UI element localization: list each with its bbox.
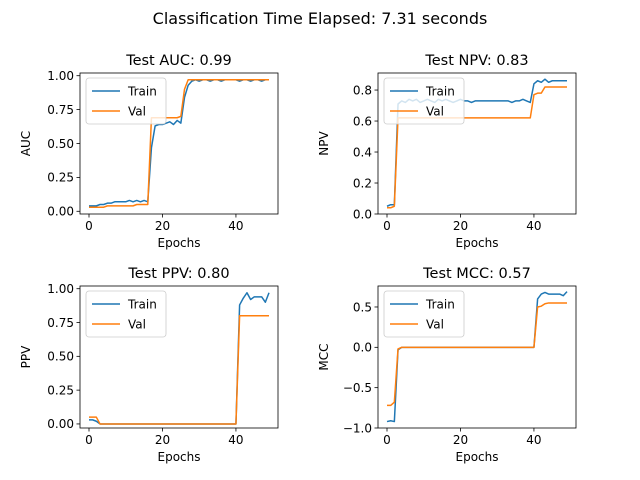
subplot-title-npv: Test NPV: 0.83 — [424, 53, 528, 69]
legend-box-auc — [85, 77, 167, 125]
y-tick-label-mcc: −1.0 — [343, 421, 372, 435]
x-tick-label-npv: 20 — [453, 219, 468, 233]
axes-frame-ppv — [79, 285, 279, 429]
legend-box-npv — [383, 77, 465, 125]
x-axis-label-mcc: Epochs — [456, 450, 499, 464]
y-tick-label-auc: 0.00 — [47, 205, 74, 219]
legend-label-train-ppv: Train — [127, 298, 157, 312]
x-tick-label-auc: 40 — [228, 219, 243, 233]
y-tick-label-auc: 0.50 — [47, 137, 74, 151]
subplot-title-mcc: Test MCC: 0.57 — [422, 266, 531, 282]
y-tick-label-ppv: 0.50 — [47, 350, 74, 364]
series-line-train-auc — [89, 79, 269, 207]
x-axis-label-ppv: Epochs — [158, 450, 201, 464]
legend-label-train-auc: Train — [127, 85, 157, 99]
y-tick-label-npv: 0.4 — [353, 145, 372, 159]
x-tick-label-auc: 0 — [85, 219, 93, 233]
y-tick-label-npv: 0.6 — [353, 114, 372, 128]
x-tick-label-mcc: 20 — [453, 433, 468, 447]
x-axis-label-auc: Epochs — [158, 236, 201, 250]
axes-frame-npv — [377, 72, 577, 215]
subplot-title-auc: Test AUC: 0.99 — [125, 53, 232, 69]
y-axis-label-ppv: PPV — [19, 345, 33, 368]
x-tick-label-npv: 40 — [526, 219, 541, 233]
x-tick-label-auc: 20 — [155, 219, 170, 233]
subplot-auc: 0 20 40 0.00 0.25 0.50 0.75 1.00 Test AUC: 0.99 E… — [19, 53, 279, 250]
legend-label-val-ppv: Val — [128, 318, 146, 332]
axes-frame-mcc — [377, 285, 577, 429]
y-axis-label-auc: AUC — [19, 131, 33, 156]
legend-label-val-mcc: Val — [426, 318, 444, 332]
y-tick-label-npv: 0.2 — [353, 176, 372, 190]
x-tick-label-mcc: 0 — [383, 433, 391, 447]
legend-npv: Train Val — [383, 77, 465, 125]
legend-mcc: Train Val — [383, 290, 465, 338]
y-axis-label-mcc: MCC — [317, 343, 331, 370]
x-axis-label-npv: Epochs — [456, 236, 499, 250]
legend-box-ppv — [85, 290, 167, 338]
y-tick-label-npv: 0.8 — [353, 83, 372, 97]
x-tick-label-npv: 0 — [383, 219, 391, 233]
y-tick-label-ppv: 0.00 — [47, 417, 74, 431]
series-line-val-mcc — [387, 302, 567, 407]
legend-box-mcc — [383, 290, 465, 338]
series-line-val-ppv — [89, 315, 269, 425]
y-tick-label-auc: 1.00 — [47, 69, 74, 83]
y-axis-label-npv: NPV — [317, 130, 331, 155]
y-tick-label-mcc: −0.5 — [343, 381, 372, 395]
y-tick-label-ppv: 1.00 — [47, 282, 74, 296]
legend-ppv: Train Val — [85, 290, 167, 338]
y-tick-label-ppv: 0.75 — [47, 316, 74, 330]
y-tick-label-npv: 0.0 — [353, 207, 372, 221]
subplot-npv: 0 20 40 0.0 0.2 0.4 0.6 0.8 Test NPV: 0.83 Epochs… — [317, 53, 577, 250]
legend-label-val-npv: Val — [426, 105, 444, 119]
x-tick-label-ppv: 0 — [85, 433, 93, 447]
x-tick-label-ppv: 20 — [155, 433, 170, 447]
x-tick-label-ppv: 40 — [228, 433, 243, 447]
legend-label-val-auc: Val — [128, 105, 146, 119]
y-tick-label-auc: 0.75 — [47, 103, 74, 117]
legend-label-train-mcc: Train — [425, 298, 455, 312]
y-tick-label-ppv: 0.25 — [47, 383, 74, 397]
figure-suptitle: Classification Time Elapsed: 7.31 second… — [153, 9, 488, 28]
x-tick-label-mcc: 40 — [526, 433, 541, 447]
legend-auc: Train Val — [85, 77, 167, 125]
y-tick-label-mcc: 0.5 — [353, 300, 372, 314]
legend-label-train-npv: Train — [425, 85, 455, 99]
y-tick-label-auc: 0.25 — [47, 171, 74, 185]
series-line-val-auc — [89, 79, 269, 208]
y-tick-label-mcc: 0.0 — [353, 341, 372, 355]
subplot-ppv: 0 20 40 0.00 0.25 0.50 0.75 1.00 Test PPV: 0.80 E… — [19, 266, 279, 464]
subplot-mcc: 0 20 40 −1.0 −0.5 0.0 0.5 Test MCC: 0.57 Epochs M… — [317, 266, 577, 464]
subplot-title-ppv: Test PPV: 0.80 — [127, 266, 229, 282]
